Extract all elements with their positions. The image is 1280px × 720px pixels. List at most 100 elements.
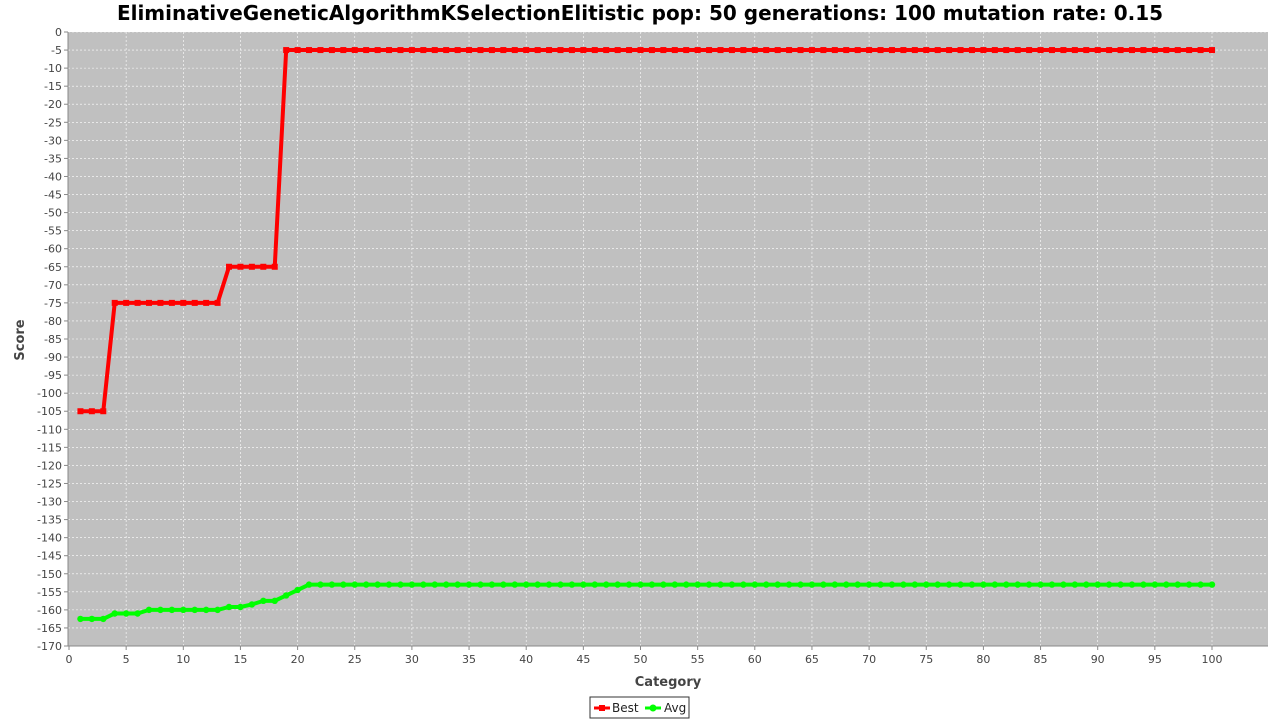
y-tick-label: -90 xyxy=(44,351,62,364)
series-avg-point xyxy=(614,581,621,588)
series-avg-point xyxy=(168,606,176,614)
series-best-point xyxy=(900,47,907,54)
series-avg-point xyxy=(157,606,164,614)
series-avg-point xyxy=(328,581,336,588)
series-avg-point xyxy=(831,581,839,588)
series-avg-point xyxy=(111,610,118,617)
series-best-point xyxy=(717,47,724,54)
series-best-point xyxy=(77,408,84,415)
series-best-point xyxy=(111,299,118,306)
y-tick-label: -15 xyxy=(44,80,62,93)
series-best-point xyxy=(157,299,164,306)
series-avg-point xyxy=(237,603,244,611)
series-avg-point xyxy=(1208,581,1216,588)
x-tick-label: 65 xyxy=(805,653,819,666)
series-avg-point xyxy=(248,601,256,608)
series-best-point xyxy=(283,47,290,54)
series-best-point xyxy=(1048,47,1055,54)
series-avg-point xyxy=(1037,581,1044,588)
series-avg-point xyxy=(191,606,198,614)
series-avg-point xyxy=(225,603,233,611)
series-best-point xyxy=(866,47,873,54)
y-tick-label: -140 xyxy=(37,532,62,545)
series-avg-point xyxy=(260,597,267,605)
series-avg-point xyxy=(774,581,781,588)
series-best-point xyxy=(637,47,644,54)
series-avg-point xyxy=(77,615,84,623)
y-tick-label: -95 xyxy=(44,369,62,382)
series-avg-point xyxy=(1185,581,1193,588)
series-best-point xyxy=(511,47,518,54)
series-best-point xyxy=(351,47,358,54)
series-avg-point xyxy=(728,581,736,588)
series-best-point xyxy=(911,47,918,54)
series-avg-point xyxy=(122,610,130,617)
y-tick-label: -30 xyxy=(44,134,62,147)
series-avg-point xyxy=(420,581,427,588)
y-tick-label: -135 xyxy=(37,514,62,527)
x-tick-label: 35 xyxy=(462,653,476,666)
series-best-point xyxy=(614,47,621,54)
series-best-point xyxy=(557,47,564,54)
y-tick-label: -65 xyxy=(44,261,62,274)
series-best-point xyxy=(820,47,827,54)
y-tick-label: -75 xyxy=(44,297,62,310)
series-best-point xyxy=(580,47,587,54)
series-best-point xyxy=(340,47,347,54)
y-tick-label: -100 xyxy=(37,387,62,400)
series-avg-point xyxy=(888,581,896,588)
chart-title: EliminativeGeneticAlgorithmKSelectionEli… xyxy=(117,1,1163,25)
series-best-point xyxy=(1026,47,1033,54)
series-avg-point xyxy=(705,581,713,588)
series-avg-point xyxy=(1174,581,1181,588)
series-avg-point xyxy=(1151,581,1159,588)
series-best-point xyxy=(500,47,507,54)
series-best-point xyxy=(523,47,530,54)
y-tick-label: 0 xyxy=(55,26,62,39)
series-best-point xyxy=(180,299,187,306)
x-axis-ticks: 0 5 10 15 20 25 30 35 40 45 50 55 60 65 70 75 80 85 90 95 10… xyxy=(66,646,1223,666)
series-best-point xyxy=(843,47,850,54)
x-tick-label: 55 xyxy=(691,653,705,666)
series-avg-point xyxy=(282,592,290,599)
y-tick-label: -160 xyxy=(37,604,62,617)
y-tick-label: -60 xyxy=(44,243,62,256)
series-avg-point xyxy=(637,581,644,588)
x-tick-label: 90 xyxy=(1091,653,1105,666)
series-avg-point xyxy=(1048,581,1056,588)
series-avg-point xyxy=(294,586,301,594)
x-tick-label: 25 xyxy=(348,653,362,666)
series-avg-point xyxy=(454,581,461,588)
y-tick-label: -55 xyxy=(44,225,62,238)
series-best-point xyxy=(1197,47,1204,54)
series-best-point xyxy=(888,47,895,54)
series-avg-point xyxy=(797,581,804,588)
series-best-point xyxy=(134,299,141,306)
x-tick-label: 30 xyxy=(405,653,419,666)
series-best-point xyxy=(808,47,815,54)
x-tick-label: 15 xyxy=(233,653,247,666)
y-tick-label: -110 xyxy=(37,423,62,436)
legend-box xyxy=(589,696,690,719)
series-avg-point xyxy=(1083,581,1090,588)
series-avg-point xyxy=(751,581,758,588)
y-tick-label: -105 xyxy=(37,405,62,418)
series-best-point xyxy=(1014,47,1021,54)
series-best-point xyxy=(648,47,655,54)
series-best-point xyxy=(534,47,541,54)
series-avg-point xyxy=(271,597,278,605)
y-tick-label: -170 xyxy=(37,640,62,653)
series-avg-point xyxy=(980,581,987,588)
legend-avg-label: Avg xyxy=(664,701,686,715)
y-tick-label: -10 xyxy=(44,62,62,75)
series-avg-point xyxy=(1117,581,1124,588)
series-avg-point xyxy=(808,581,816,588)
series-best-point xyxy=(1003,47,1010,54)
series-best-point xyxy=(294,47,301,54)
series-avg-point xyxy=(991,581,999,588)
series-best-point xyxy=(660,47,667,54)
series-best-point xyxy=(1209,47,1215,54)
series-best-point xyxy=(466,47,473,54)
series-best-point xyxy=(374,47,381,54)
series-avg-point xyxy=(385,581,393,588)
